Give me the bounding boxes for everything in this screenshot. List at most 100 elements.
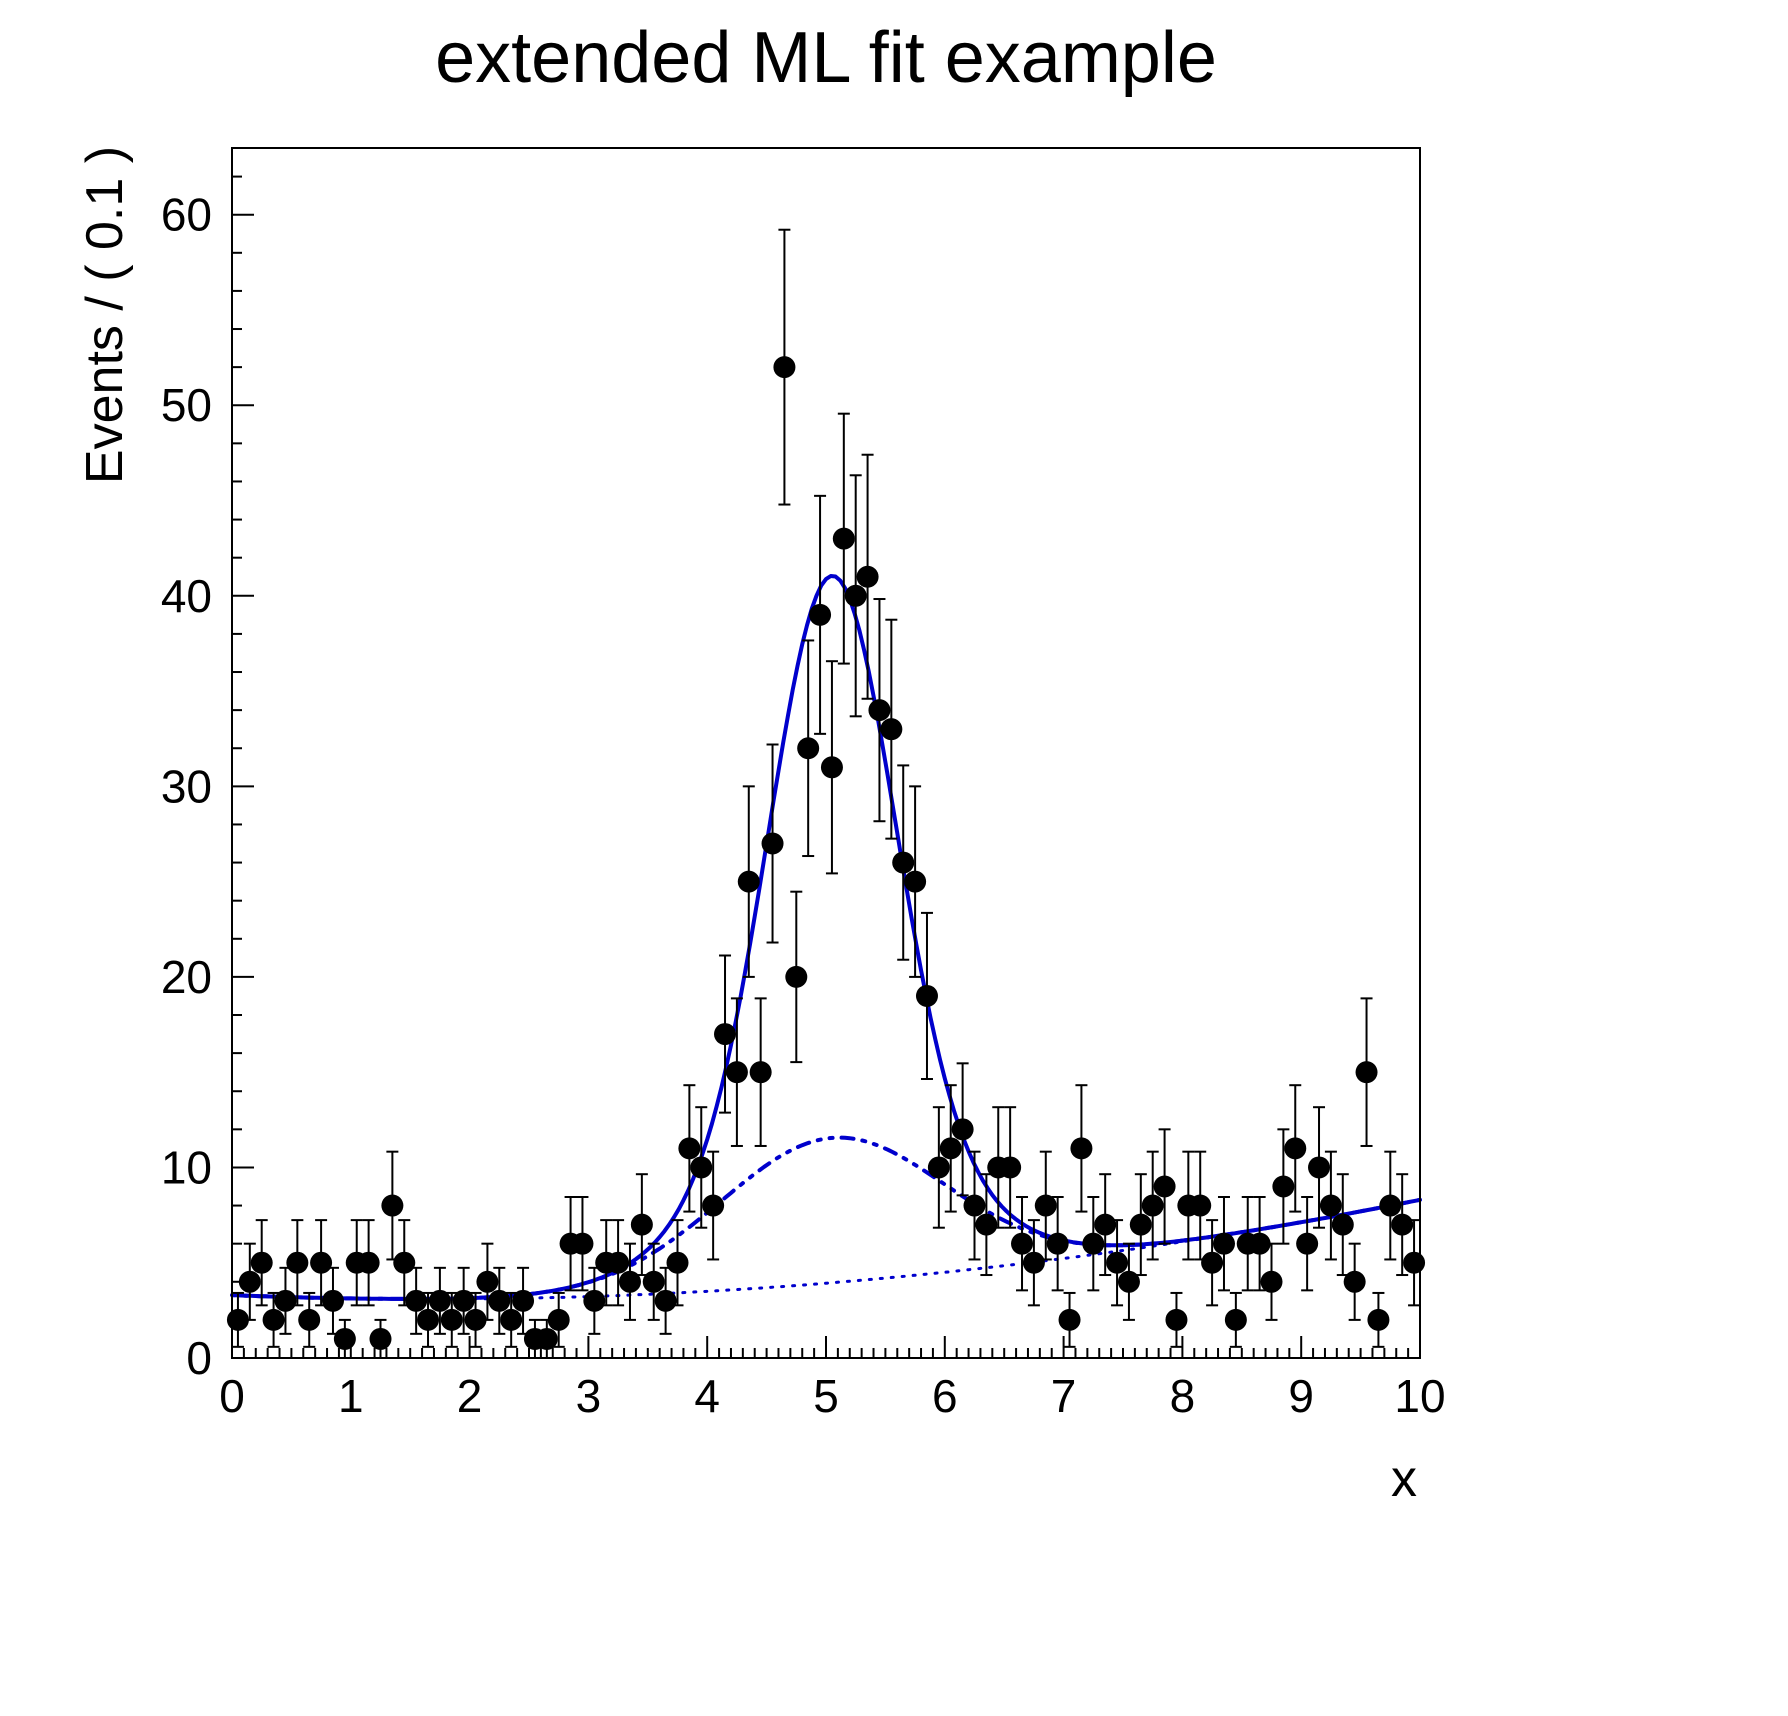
data-point	[1011, 1232, 1034, 1255]
data-point	[797, 737, 820, 760]
tick-labels-layer: 0 1 2 3 4 5 6 7 8 9 10 0 10 20 30 40 50 60	[161, 189, 1446, 1422]
data-point	[417, 1308, 440, 1331]
data-point	[428, 1289, 451, 1312]
data-point	[535, 1327, 558, 1350]
data-point	[1224, 1308, 1247, 1331]
data-point	[274, 1289, 297, 1312]
data-point	[476, 1270, 499, 1293]
data-point	[298, 1308, 321, 1331]
data-point	[1260, 1270, 1283, 1293]
data-point	[1308, 1156, 1331, 1179]
chart-title: extended ML fit example	[435, 18, 1217, 98]
x-tick-label: 7	[1051, 1370, 1077, 1422]
data-point	[1058, 1308, 1081, 1331]
data-point	[690, 1156, 713, 1179]
data-point	[583, 1289, 606, 1312]
data-point	[809, 603, 832, 626]
data-point	[1094, 1213, 1117, 1236]
data-point	[1165, 1308, 1188, 1331]
data-point	[321, 1289, 344, 1312]
data-point	[1141, 1194, 1164, 1217]
data-point	[1343, 1270, 1366, 1293]
data-point	[393, 1251, 416, 1274]
data-point	[725, 1061, 748, 1084]
data-point	[654, 1289, 677, 1312]
data-point	[868, 699, 891, 722]
data-point	[1355, 1061, 1378, 1084]
data-point	[1070, 1137, 1093, 1160]
data-point	[642, 1270, 665, 1293]
data-point	[357, 1251, 380, 1274]
data-point	[1284, 1137, 1307, 1160]
data-point	[702, 1194, 725, 1217]
x-tick-label: 9	[1288, 1370, 1314, 1422]
data-point	[678, 1137, 701, 1160]
x-tick-label: 8	[1170, 1370, 1196, 1422]
data-point	[880, 718, 903, 741]
data-point	[262, 1308, 285, 1331]
data-point	[904, 870, 927, 893]
fit-curves-layer	[230, 574, 1422, 1301]
x-tick-label: 10	[1394, 1370, 1445, 1422]
data-point	[892, 851, 915, 874]
signal-plus-background-curve	[230, 1135, 1422, 1301]
y-tick-label: 50	[161, 379, 212, 431]
data-point	[630, 1213, 653, 1236]
plot-frame-layer	[231, 147, 1421, 1359]
data-point	[1379, 1194, 1402, 1217]
data-point	[1106, 1251, 1129, 1274]
data-point	[785, 965, 808, 988]
y-axis-title: Events / ( 0.1 )	[76, 146, 134, 484]
y-tick-label: 40	[161, 570, 212, 622]
data-point	[1331, 1213, 1354, 1236]
x-tick-label: 4	[694, 1370, 720, 1422]
data-point	[820, 756, 843, 779]
x-tick-label: 2	[457, 1370, 483, 1422]
data-point	[369, 1327, 392, 1350]
x-tick-label: 0	[219, 1370, 245, 1422]
data-point	[1272, 1175, 1295, 1198]
data-point	[500, 1308, 523, 1331]
data-point	[440, 1308, 463, 1331]
data-point	[1367, 1308, 1390, 1331]
y-tick-label: 20	[161, 951, 212, 1003]
y-tick-label: 10	[161, 1141, 212, 1193]
data-point	[844, 584, 867, 607]
axis-ticks-layer	[231, 175, 1421, 1359]
x-tick-label: 3	[576, 1370, 602, 1422]
data-point	[1046, 1232, 1069, 1255]
data-point	[749, 1061, 772, 1084]
x-tick-label: 1	[338, 1370, 364, 1422]
data-point	[856, 565, 879, 588]
data-point	[512, 1289, 535, 1312]
data-point	[1319, 1194, 1342, 1217]
data-point	[238, 1270, 261, 1293]
data-point	[488, 1289, 511, 1312]
data-point	[1022, 1251, 1045, 1274]
data-points-layer	[226, 228, 1426, 1358]
data-point	[1391, 1213, 1414, 1236]
x-axis-title: x	[1391, 1450, 1417, 1508]
data-point	[464, 1308, 487, 1331]
data-point	[951, 1118, 974, 1141]
x-tick-label: 6	[932, 1370, 958, 1422]
data-point	[1082, 1232, 1105, 1255]
data-point	[452, 1289, 475, 1312]
data-point	[1248, 1232, 1271, 1255]
data-point	[607, 1251, 630, 1274]
data-point	[832, 527, 855, 550]
data-point	[286, 1251, 309, 1274]
y-tick-label: 0	[186, 1332, 212, 1384]
data-point	[761, 832, 784, 855]
data-point	[618, 1270, 641, 1293]
data-point	[1201, 1251, 1224, 1274]
data-point	[939, 1137, 962, 1160]
y-tick-label: 30	[161, 760, 212, 812]
total-fit-curve	[231, 574, 1421, 1301]
data-point	[250, 1251, 273, 1274]
data-point	[975, 1213, 998, 1236]
data-point	[310, 1251, 333, 1274]
data-point	[1212, 1232, 1235, 1255]
data-point	[714, 1023, 737, 1046]
